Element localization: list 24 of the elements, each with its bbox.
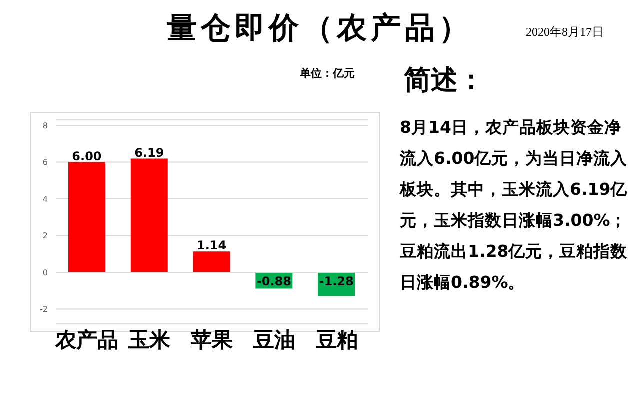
data-label: -1.28 — [319, 274, 354, 289]
x-tick-label: 豆油 — [252, 328, 296, 352]
y-tick-label: -2 — [40, 305, 48, 314]
x-tick-label: 豆粕 — [314, 328, 358, 352]
x-tick-label: 苹果 — [190, 328, 233, 352]
data-label: 6.19 — [134, 146, 164, 160]
y-tick-label: 2 — [42, 232, 48, 241]
data-label: 1.14 — [196, 238, 227, 253]
x-tick-label: 农产品 — [54, 328, 119, 352]
data-label: -0.88 — [256, 274, 292, 289]
bar — [130, 158, 168, 273]
bar — [68, 162, 106, 273]
text: 8月14日，农产品板块资金净流入6.00亿元，为当日净流入板块。其中，玉米流入6.19亿元，玉米指数日涨幅3.00%；豆粕流出1.28亿元，豆粕指数日涨幅0.89%。 — [400, 117, 629, 294]
chart-title: 量仓即价（农产品） — [166, 11, 474, 47]
y-tick-label: 4 — [42, 194, 48, 204]
bar — [193, 252, 230, 273]
y-tick-label: 8 — [42, 121, 48, 130]
x-tick-label: 玉米 — [128, 328, 172, 352]
y-axis-title: 单位：亿元 — [300, 66, 355, 81]
text: 2020年8月17日 — [526, 24, 604, 41]
data-label: 6.00 — [72, 149, 102, 164]
text: 简述： — [404, 64, 485, 97]
y-tick-label: 6 — [42, 158, 48, 168]
y-tick-label: 0 — [42, 268, 48, 278]
